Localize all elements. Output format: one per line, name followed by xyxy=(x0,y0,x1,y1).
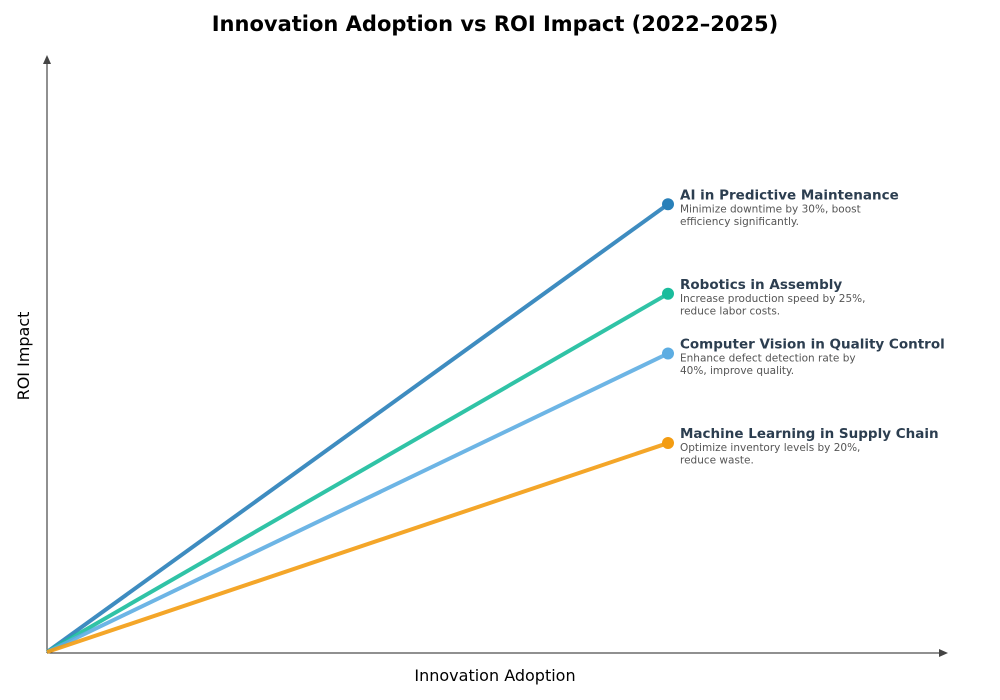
x-axis-arrow-icon xyxy=(939,649,948,657)
series-description: reduce waste. xyxy=(680,455,754,467)
x-axis-label: Innovation Adoption xyxy=(414,666,575,685)
series-endpoint xyxy=(662,437,674,450)
series-label: Machine Learning in Supply Chain xyxy=(680,426,939,442)
series-description: efficiency significantly. xyxy=(680,216,799,228)
chart-title: Innovation Adoption vs ROI Impact (2022–… xyxy=(212,12,779,36)
series-endpoint xyxy=(662,198,674,211)
series-label: Robotics in Assembly xyxy=(680,277,842,293)
series-description: Increase production speed by 25%, xyxy=(680,293,865,305)
series-line xyxy=(46,351,669,654)
series-endpoint xyxy=(662,347,674,360)
series-label: Computer Vision in Quality Control xyxy=(680,337,945,353)
series-description: 40%, improve quality. xyxy=(680,365,794,377)
series-line xyxy=(46,441,669,654)
y-axis-arrow-icon xyxy=(43,55,51,64)
y-axis-label: ROI Impact xyxy=(14,312,33,401)
series-line xyxy=(46,292,669,654)
series-line xyxy=(45,202,670,654)
series-label: AI in Predictive Maintenance xyxy=(680,187,899,203)
series-description: Optimize inventory levels by 20%, xyxy=(680,442,860,454)
series-description: Enhance defect detection rate by xyxy=(680,353,856,365)
series-description: reduce labor costs. xyxy=(680,305,780,317)
series-description: Minimize downtime by 30%, boost xyxy=(680,203,861,215)
series-endpoint xyxy=(662,287,674,300)
